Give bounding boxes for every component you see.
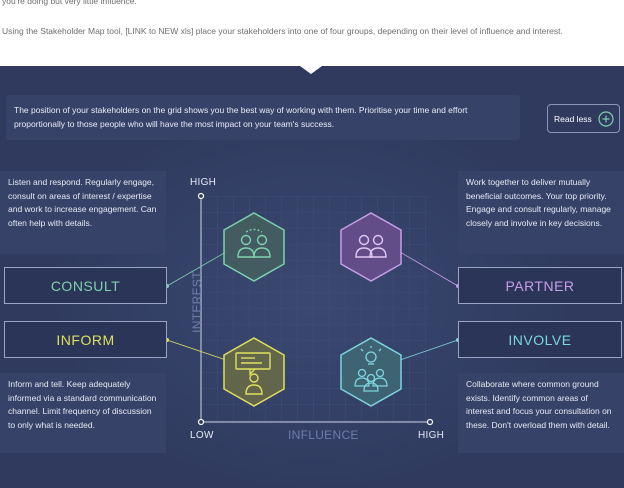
partner-label-box[interactable]: PARTNER: [458, 267, 622, 304]
x-axis-low-label: LOW: [190, 430, 214, 441]
y-axis-label: INTEREST: [190, 271, 204, 333]
inform-label-box[interactable]: INFORM: [4, 321, 167, 358]
origin-dot: [197, 418, 205, 426]
y-axis-end-dot: [197, 192, 205, 200]
plus-circle-icon: [598, 111, 614, 127]
involve-description: Collaborate where common ground exists. …: [458, 373, 624, 453]
x-axis-high-label: HIGH: [418, 430, 445, 441]
inform-description: Inform and tell. Keep adequately informe…: [0, 373, 166, 453]
two-people-icon: [237, 228, 271, 258]
x-axis-end-dot: [426, 418, 434, 426]
y-axis-high-label: HIGH: [190, 177, 217, 188]
involve-label-box[interactable]: INVOLVE: [458, 321, 622, 358]
partner-description: Work together to deliver mutually benefi…: [458, 171, 624, 254]
intro-top-line: you're doing but very little influence.: [2, 0, 137, 6]
group-lightbulb-icon: [354, 346, 388, 392]
intro-section: you're doing but very little influence. …: [0, 0, 624, 66]
two-people-icon: [355, 234, 387, 258]
inform-hexagon: [223, 337, 285, 407]
inform-connector: [166, 339, 227, 361]
stakeholder-grid: [165, 192, 460, 426]
partner-connector: [399, 251, 459, 287]
consult-hexagon: [223, 212, 285, 282]
consult-label-box[interactable]: CONSULT: [4, 267, 167, 304]
partner-hexagon: [340, 212, 402, 282]
info-banner: The position of your stakeholders on the…: [6, 95, 520, 140]
read-less-button[interactable]: Read less: [547, 104, 620, 133]
banner-text: The position of your stakeholders on the…: [14, 105, 468, 129]
consult-connector: [166, 251, 227, 287]
involve-connector: [399, 339, 459, 361]
read-less-label: Read less: [554, 113, 592, 124]
involve-hexagon: [340, 337, 402, 407]
panel-notch: [300, 66, 322, 74]
person-speech-bubble-icon: [235, 352, 271, 395]
consult-description: Listen and respond. Regularly engage, co…: [0, 171, 166, 254]
intro-paragraph: Using the Stakeholder Map tool, [LINK to…: [2, 26, 563, 36]
x-axis-label: INFLUENCE: [288, 428, 359, 442]
